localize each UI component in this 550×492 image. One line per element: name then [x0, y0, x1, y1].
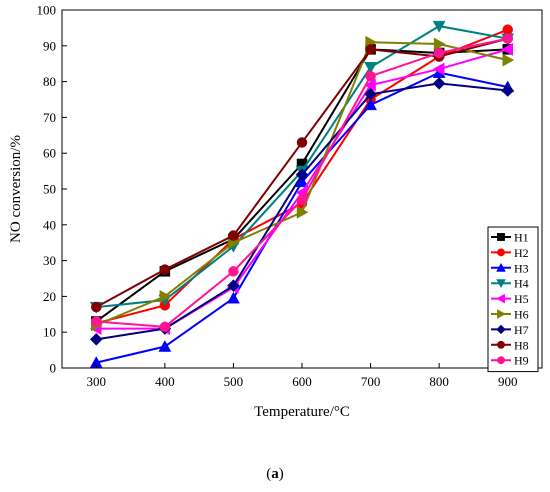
data-point-h3 — [227, 291, 240, 304]
y-tick-label: 30 — [43, 253, 56, 268]
caption-close-paren: ) — [278, 466, 284, 482]
legend-label: H6 — [514, 308, 529, 322]
data-point-h7 — [295, 168, 309, 182]
plot-series-group — [89, 20, 515, 368]
data-point-h4 — [432, 20, 446, 33]
data-point-h9 — [502, 33, 513, 44]
x-tick-label: 800 — [429, 374, 449, 389]
data-point-h5 — [501, 42, 513, 56]
y-tick-label: 80 — [43, 74, 56, 89]
y-tick-label: 90 — [43, 38, 56, 53]
y-tick-label: 60 — [43, 146, 56, 161]
legend-marker — [496, 324, 506, 335]
legend-item-h9: H9 — [491, 354, 529, 368]
y-axis-label: NO conversion/% — [8, 135, 24, 243]
data-point-h8 — [159, 264, 171, 275]
legend-item-h1: H1 — [491, 231, 529, 245]
data-point-h3 — [158, 339, 172, 352]
y-tick-label: 40 — [43, 217, 56, 232]
legend-marker — [497, 309, 506, 319]
legend-item-h3: H3 — [491, 261, 529, 275]
data-point-h9 — [433, 47, 445, 59]
legend-label: H5 — [514, 292, 529, 306]
data-point-h9 — [91, 316, 102, 327]
axes-group: 300 400 500 600 700 800 900 0 10 20 30 40 50 60 70 80 90… — [37, 3, 518, 390]
legend-item-h8: H8 — [491, 338, 529, 352]
caption-letter: a — [271, 466, 279, 482]
y-tick-label: 100 — [37, 3, 57, 18]
legend-marker — [496, 262, 506, 272]
data-point-h6 — [159, 289, 172, 303]
x-tick-label: 300 — [87, 374, 107, 389]
data-point-h7 — [432, 77, 446, 90]
data-point-h2 — [502, 24, 513, 35]
legend-item-h6: H6 — [491, 308, 529, 322]
data-point-h6 — [296, 205, 309, 219]
data-point-h4 — [364, 62, 377, 74]
x-tick-label: 600 — [292, 374, 312, 389]
legend-label: H7 — [514, 323, 529, 337]
y-tick-label: 10 — [43, 325, 56, 340]
data-point-h5 — [364, 78, 376, 92]
series-h5 — [89, 42, 513, 336]
data-point-h5 — [432, 62, 445, 76]
legend-marker — [497, 233, 505, 241]
legend-label: H4 — [514, 277, 529, 291]
data-point-h3 — [364, 98, 377, 111]
data-point-h8 — [228, 230, 239, 241]
y-tick-label: 20 — [43, 289, 56, 304]
legend-marker — [497, 248, 505, 257]
data-point-h6 — [502, 53, 515, 67]
data-point-h9 — [365, 70, 376, 82]
figure-caption: (a) — [0, 466, 550, 483]
data-point-h9 — [296, 194, 308, 205]
x-tick-label: 400 — [155, 374, 175, 389]
data-point-h7 — [501, 84, 515, 97]
legend-marker — [497, 356, 505, 365]
legend-label: H3 — [514, 261, 529, 275]
series-line-h3 — [96, 71, 508, 364]
caption-open-paren: ( — [266, 466, 272, 482]
legend-marker — [496, 279, 506, 289]
y-tick-label: 50 — [43, 182, 56, 197]
series-line-h5 — [96, 48, 508, 330]
legend-label: H1 — [514, 231, 529, 245]
data-point-h7 — [227, 279, 240, 293]
legend-label: H9 — [514, 354, 529, 368]
data-point-h8 — [296, 137, 308, 148]
y-tick-label: 70 — [43, 110, 56, 125]
x-tick-label: 700 — [361, 374, 381, 389]
data-point-h7 — [89, 333, 103, 346]
y-tick-label: 0 — [50, 361, 57, 376]
legend-marker — [497, 340, 505, 349]
legend-label: H8 — [514, 338, 529, 352]
data-point-h6 — [433, 37, 446, 51]
legend-marker — [496, 293, 505, 304]
legend-item-h5: H5 — [491, 292, 529, 306]
x-axis-label: Temperature/°C — [254, 404, 350, 420]
data-point-h8 — [91, 301, 102, 313]
legend-item-h4: H4 — [491, 277, 529, 291]
series-h3 — [89, 66, 515, 368]
data-point-h9 — [228, 266, 239, 277]
legend-label: H2 — [514, 246, 529, 260]
data-point-h7 — [364, 87, 377, 101]
legend-item-h7: H7 — [491, 323, 529, 337]
x-tick-label: 500 — [224, 374, 244, 389]
data-point-h8 — [365, 44, 376, 55]
x-tick-label: 900 — [498, 374, 518, 389]
series-h9 — [91, 33, 513, 333]
data-point-h9 — [159, 321, 171, 333]
legend-item-h2: H2 — [491, 246, 529, 260]
